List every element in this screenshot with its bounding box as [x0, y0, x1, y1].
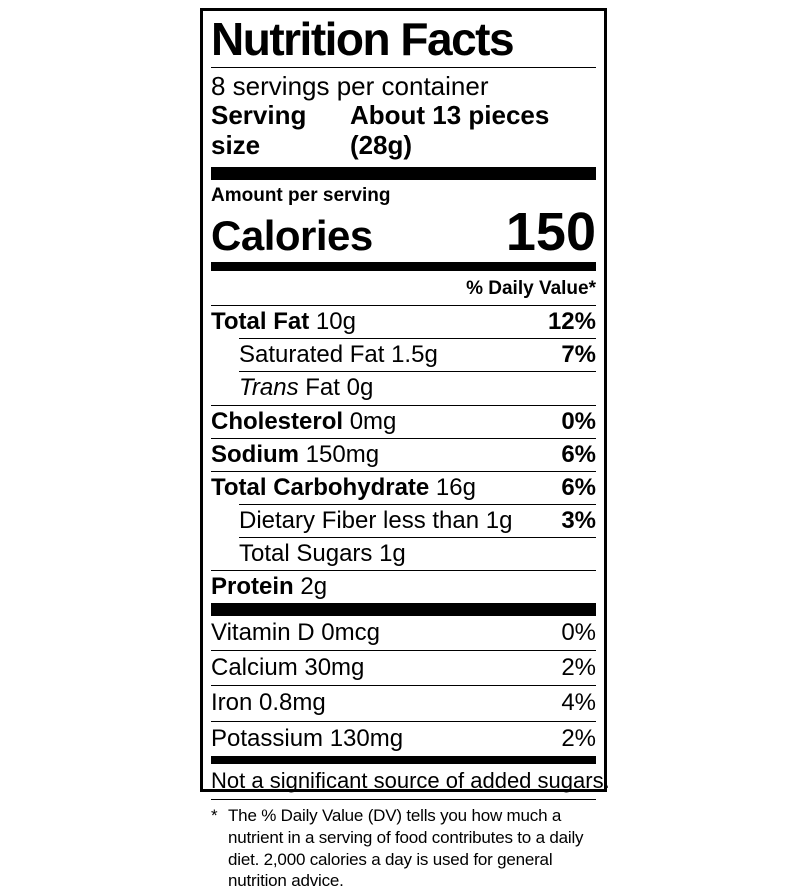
nutrient-dv: 7%	[561, 341, 596, 369]
vitamin-name: Calcium 30mg	[211, 654, 365, 682]
nutrient-dv: 6%	[561, 473, 596, 501]
vitamin-name: Iron 0.8mg	[211, 689, 326, 717]
footnote-asterisk: *	[211, 806, 218, 826]
nutrient-name: Saturated Fat 1.5g	[239, 341, 438, 369]
daily-value-header: % Daily Value*	[466, 278, 596, 300]
nutrient-row-dietary-fiber: Dietary Fiber less than 1g 3%	[239, 503, 596, 537]
vitamin-row-iron: Iron 0.8mg 4%	[211, 685, 596, 720]
nutrient-row-saturated-fat: Saturated Fat 1.5g 7%	[239, 338, 596, 371]
nutrient-dv: 3%	[561, 506, 596, 534]
footnote-text: The % Daily Value (DV) tells you how muc…	[228, 806, 584, 891]
nutrient-name: Total Sugars 1g	[239, 539, 406, 567]
divider-bar-bottom	[211, 755, 596, 764]
vitamin-dv: 2%	[561, 654, 596, 682]
nutrition-facts-label: Nutrition Facts 8 servings per container…	[200, 8, 610, 890]
nutrient-name: Dietary Fiber less than 1g	[239, 506, 513, 534]
added-sugars-note: Not a significant source of added sugars…	[211, 767, 610, 793]
serving-size-row: Serving size About 13 pieces (28g)	[211, 100, 596, 167]
divider-bar-calories	[211, 262, 596, 272]
vitamin-name: Vitamin D 0mcg	[211, 619, 380, 647]
vitamin-dv: 2%	[561, 724, 596, 752]
vitamin-dv: 4%	[561, 689, 596, 717]
serving-size-value: About 13 pieces (28g)	[349, 100, 550, 161]
nutrient-row-cholesterol: Cholesterol 0mg 0%	[211, 404, 596, 438]
nutrient-name: Trans Fat 0g	[239, 374, 374, 402]
nutrient-name: Protein 2g	[211, 573, 328, 601]
nutrient-row-protein: Protein 2g	[211, 570, 596, 603]
nutrient-name: Cholesterol 0mg	[211, 407, 397, 435]
divider-bar-vitamins	[211, 603, 596, 617]
nutrient-name: Total Carbohydrate 16g	[211, 473, 476, 501]
label-title: Nutrition Facts	[211, 14, 596, 68]
divider-bar-thick-top	[211, 167, 596, 181]
nutrients-section: Total Fat 10g 12% Saturated Fat 1.5g 7% …	[211, 305, 596, 603]
vitamins-section: Vitamin D 0mcg 0% Calcium 30mg 2% Iron 0…	[211, 616, 596, 755]
nutrient-row-sodium: Sodium 150mg 6%	[211, 437, 596, 471]
nutrient-row-total-carbohydrate: Total Carbohydrate 16g 6%	[211, 470, 596, 504]
calories-row: Calories 150	[211, 202, 596, 263]
nutrient-dv: 6%	[561, 440, 596, 468]
calories-label: Calories	[211, 212, 373, 260]
serving-size-label: Serving size	[211, 100, 307, 161]
calories-value: 150	[505, 202, 596, 263]
page-background: Nutrition Facts 8 servings per container…	[200, 8, 610, 891]
nutrient-name: Total Fat 10g	[211, 308, 356, 336]
nutrient-name: Sodium 150mg	[211, 440, 380, 468]
servings-per-container: 8 servings per container	[211, 70, 489, 101]
amount-per-serving-label: Amount per serving	[211, 185, 391, 207]
nutrient-row-trans-fat: Trans Fat 0g	[239, 371, 596, 404]
vitamin-name: Potassium 130mg	[211, 724, 404, 752]
footnote: * The % Daily Value (DV) tells you how m…	[211, 799, 596, 892]
vitamin-row-calcium: Calcium 30mg 2%	[211, 650, 596, 685]
vitamin-row-potassium: Potassium 130mg 2%	[211, 720, 596, 756]
vitamin-row-vitamin-d: Vitamin D 0mcg 0%	[211, 616, 596, 650]
nutrient-dv: 12%	[547, 308, 596, 336]
nutrient-row-total-sugars: Total Sugars 1g	[239, 536, 596, 570]
nutrient-row-total-fat: Total Fat 10g 12%	[211, 305, 596, 338]
vitamin-dv: 0%	[561, 619, 596, 647]
nutrient-dv: 0%	[561, 407, 596, 435]
